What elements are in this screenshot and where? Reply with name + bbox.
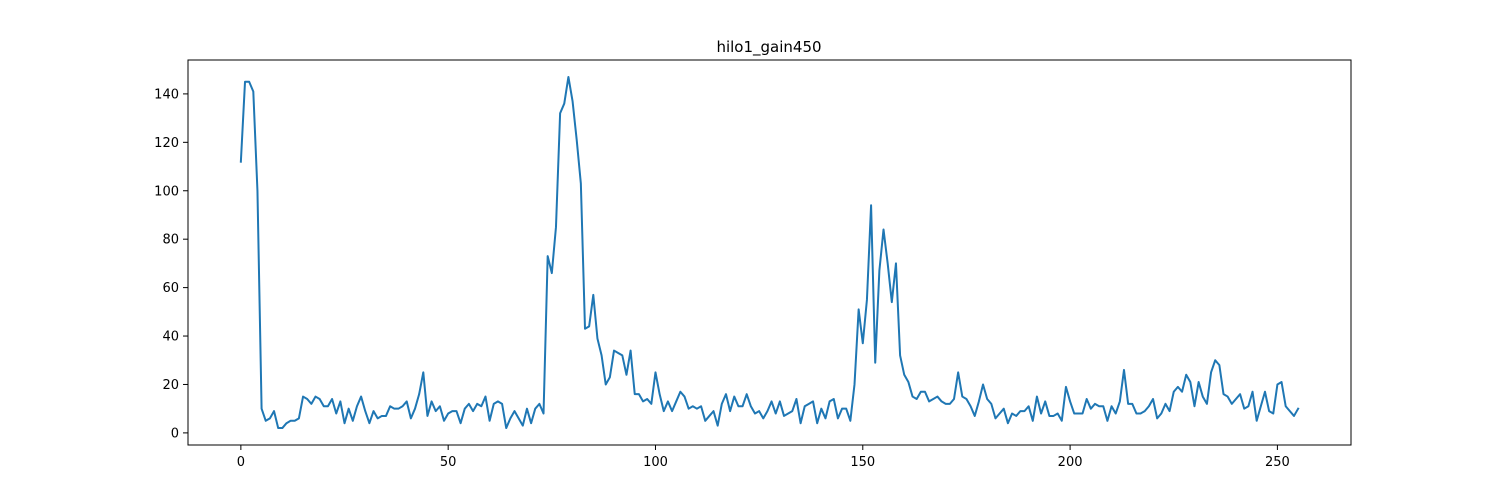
x-tick-label: 0 <box>237 455 245 470</box>
x-tick-label: 250 <box>1265 455 1290 470</box>
x-axis-ticks: 0 50 100 150 200 250 <box>237 445 1290 470</box>
chart-title: hilo1_gain450 <box>716 38 821 57</box>
y-tick-label: 100 <box>154 184 179 199</box>
plot-area-frame <box>187 59 1352 446</box>
y-tick-label: 140 <box>154 87 179 102</box>
y-axis-ticks: 0 20 40 60 80 100 120 140 <box>154 87 188 441</box>
y-tick-label: 0 <box>171 426 179 441</box>
x-tick-label: 100 <box>643 455 668 470</box>
series-layer <box>239 75 1300 430</box>
series-line <box>239 75 1300 430</box>
y-tick-label: 40 <box>162 330 179 345</box>
y-tick-label: 80 <box>162 233 179 248</box>
x-tick-label: 50 <box>440 455 457 470</box>
x-tick-label: 150 <box>850 455 875 470</box>
y-tick-label: 60 <box>162 281 179 296</box>
y-tick-label: 120 <box>154 136 179 151</box>
x-tick-label: 200 <box>1058 455 1083 470</box>
y-tick-label: 20 <box>162 378 179 393</box>
